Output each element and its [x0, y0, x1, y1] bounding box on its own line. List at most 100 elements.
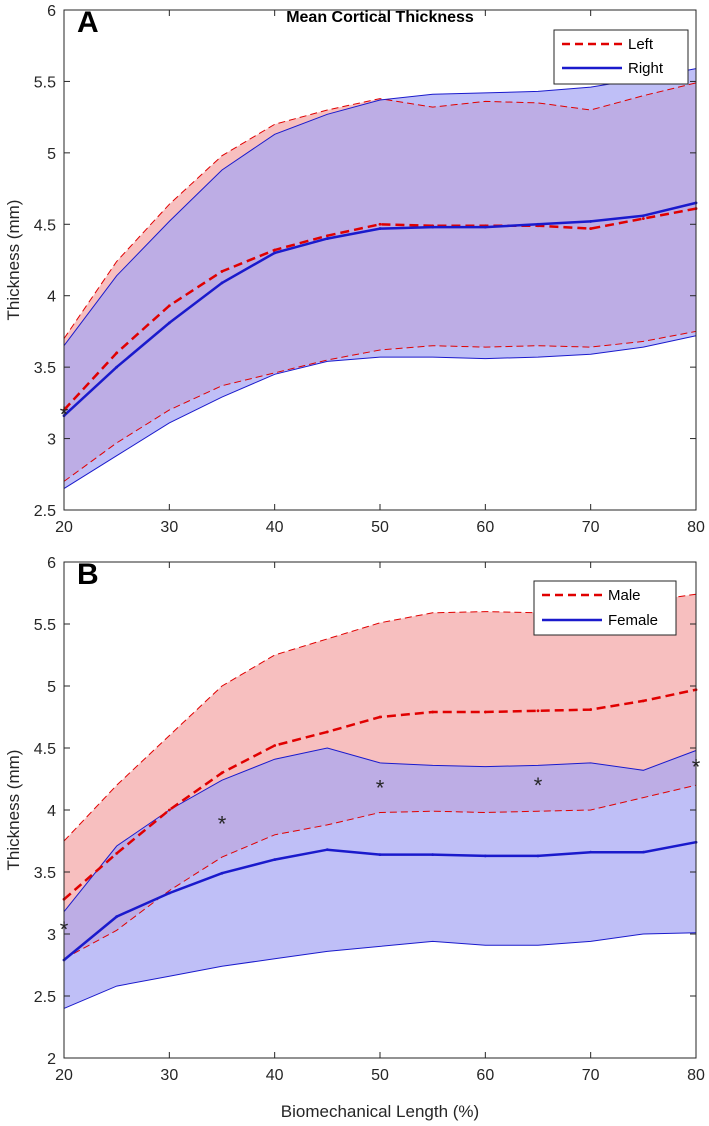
- legend-female-label: Female: [608, 612, 658, 629]
- legend-left-label: Left: [628, 36, 654, 53]
- mean-point-male: [325, 730, 329, 734]
- mean-point-male: [273, 744, 277, 747]
- y-tick-label: 3: [47, 927, 56, 944]
- mean-point-female: [115, 915, 119, 919]
- mean-point-female: [325, 848, 329, 852]
- mean-point-male: [536, 709, 540, 713]
- y-tick-label: 5.5: [34, 617, 56, 634]
- x-tick-label: 60: [476, 1067, 494, 1084]
- significance-marker: *: [376, 775, 385, 800]
- mean-point-right: [167, 321, 171, 325]
- mean-point-left: [641, 217, 645, 220]
- y-tick-label: 4: [47, 803, 56, 820]
- significance-marker: *: [534, 773, 543, 798]
- y-tick-label: 3: [47, 432, 56, 449]
- mean-point-female: [167, 891, 171, 895]
- mean-point-female: [273, 858, 277, 861]
- y-tick-label: 4.5: [34, 217, 56, 234]
- y-tick-label: 6: [47, 555, 56, 572]
- mean-point-male: [115, 852, 119, 855]
- y-tick-label: 5: [47, 146, 56, 163]
- mean-point-right: [273, 251, 277, 255]
- mean-point-left: [273, 248, 277, 252]
- mean-point-female: [483, 854, 487, 858]
- y-tick-label: 4: [47, 289, 56, 306]
- mean-point-female: [589, 850, 593, 854]
- y-tick-label: 3.5: [34, 360, 56, 377]
- x-tick-label: 50: [371, 519, 389, 536]
- panel-a-ticks: 20 30 40 50 60 70 80 2.5 3 3.5 4 4.5 5 5.5 6: [34, 3, 705, 536]
- panel-a-legend-box: [553, 29, 689, 85]
- significance-marker: *: [218, 811, 227, 836]
- mean-point-left: [220, 270, 224, 273]
- band-upper-edge-right: [63, 68, 697, 347]
- x-tick-label: 40: [266, 1067, 284, 1084]
- x-tick-label: 20: [55, 1067, 73, 1084]
- y-tick-label: 2.5: [34, 989, 56, 1006]
- mean-point-left: [167, 304, 171, 308]
- mean-point-right: [325, 237, 329, 240]
- x-tick-label: 60: [476, 519, 494, 536]
- mean-point-right: [641, 214, 645, 218]
- y-tick-label: 5.5: [34, 74, 56, 91]
- y-tick-label: 3.5: [34, 865, 56, 882]
- panel-a-mean-lines: [62, 201, 698, 418]
- x-tick-label: 30: [160, 1067, 178, 1084]
- mean-point-left: [325, 234, 329, 238]
- mean-point-left: [378, 222, 382, 226]
- x-tick-label: 80: [687, 1067, 705, 1084]
- y-tick-label: 5: [47, 679, 56, 696]
- legend-right-label: Right: [628, 60, 664, 77]
- mean-point-left: [115, 351, 119, 355]
- panel-a-letter: A: [77, 6, 99, 39]
- mean-point-right: [536, 222, 540, 226]
- y-tick-label: 4.5: [34, 741, 56, 758]
- band-right: [64, 68, 696, 489]
- mean-point-right: [431, 225, 435, 229]
- band-upper-edge-male: [63, 593, 697, 842]
- panel-a: * 20 30 40 50 60 70 802.533.544.555.56 A Mean …: [4, 3, 705, 536]
- mean-point-male: [378, 715, 382, 719]
- panel-b-legend: Male Female: [533, 580, 677, 636]
- mean-point-male: [167, 808, 171, 812]
- mean-point-male: [220, 771, 224, 775]
- panel-b-letter: B: [77, 558, 99, 591]
- mean-point-male: [483, 710, 487, 714]
- mean-point-right: [378, 227, 382, 230]
- band-lower-edge-female: [63, 932, 697, 1009]
- mean-point-female: [378, 853, 382, 857]
- x-tick-label: 20: [55, 519, 73, 536]
- panel-a-y-axis-label: Thickness (mm): [4, 200, 23, 321]
- x-tick-label: 80: [687, 519, 705, 536]
- x-tick-label: 70: [582, 519, 600, 536]
- mean-point-right: [483, 225, 487, 229]
- panel-b-y-axis-label: Thickness (mm): [4, 750, 23, 871]
- mean-point-female: [220, 871, 224, 875]
- panel-b-legend-box: [533, 580, 677, 636]
- band-female: [64, 748, 696, 1009]
- panel-a-title: Mean Cortical Thickness: [286, 9, 474, 26]
- y-tick-label: 2: [47, 1051, 56, 1068]
- panel-a-bands: [64, 68, 696, 489]
- panel-b-bands: [64, 594, 696, 1009]
- mean-point-right: [115, 365, 119, 369]
- y-tick-label: 2.5: [34, 503, 56, 520]
- mean-point-right: [220, 281, 224, 285]
- band-lower-edge-male: [63, 784, 697, 960]
- y-tick-label: 6: [47, 3, 56, 20]
- x-tick-label: 30: [160, 519, 178, 536]
- mean-point-female: [431, 853, 435, 857]
- x-tick-label: 50: [371, 1067, 389, 1084]
- mean-point-male: [641, 699, 645, 703]
- mean-point-female: [536, 854, 540, 858]
- band-lower-edge-left: [63, 330, 697, 482]
- panel-b-mean-lines: [62, 688, 698, 962]
- mean-point-left: [589, 227, 593, 230]
- panel-a-legend: Left Right: [553, 29, 689, 85]
- panel-b-x-axis-label: Biomechanical Length (%): [281, 1102, 479, 1121]
- band-upper-edge-left: [63, 82, 697, 339]
- legend-male-label: Male: [608, 587, 641, 604]
- band-lower-edge-right: [63, 335, 697, 490]
